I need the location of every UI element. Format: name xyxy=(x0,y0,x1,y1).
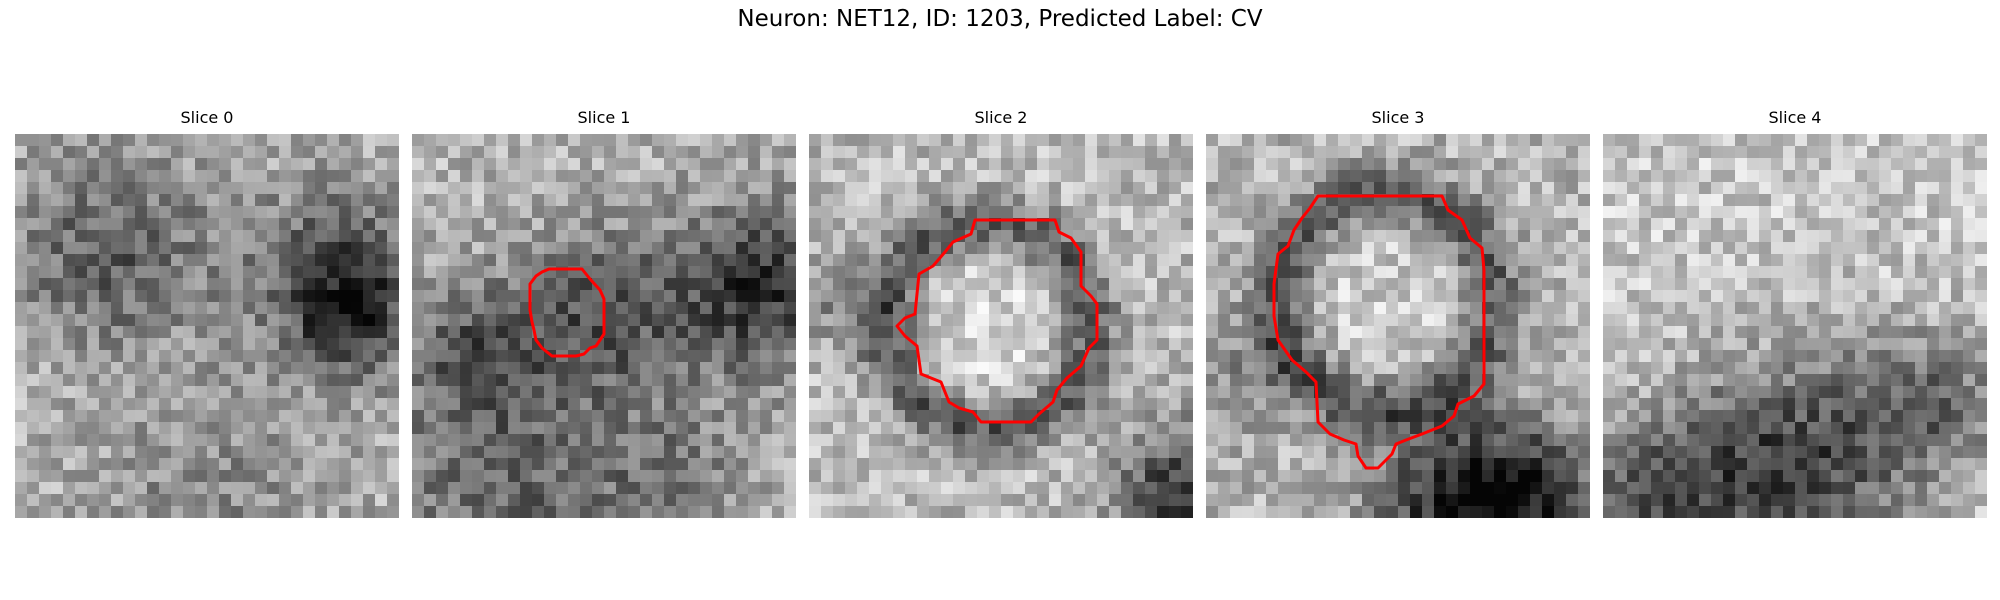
slice-title-0: Slice 0 xyxy=(180,108,234,127)
slice-title-1: Slice 1 xyxy=(577,108,631,127)
slice-title-4: Slice 4 xyxy=(1768,108,1822,127)
slice-image-2 xyxy=(809,134,1193,518)
slice-title-2: Slice 2 xyxy=(974,108,1028,127)
slice-image-0 xyxy=(15,134,399,518)
segmentation-contour-3 xyxy=(1272,194,1486,470)
slice-image-3 xyxy=(1206,134,1590,518)
slice-image-1 xyxy=(412,134,796,518)
segmentation-contour-2 xyxy=(895,218,1099,424)
segmentation-contour-1 xyxy=(528,267,606,358)
slice-title-3: Slice 3 xyxy=(1371,108,1425,127)
figure-title: Neuron: NET12, ID: 1203, Predicted Label… xyxy=(737,6,1263,32)
slice-image-4 xyxy=(1603,134,1987,518)
